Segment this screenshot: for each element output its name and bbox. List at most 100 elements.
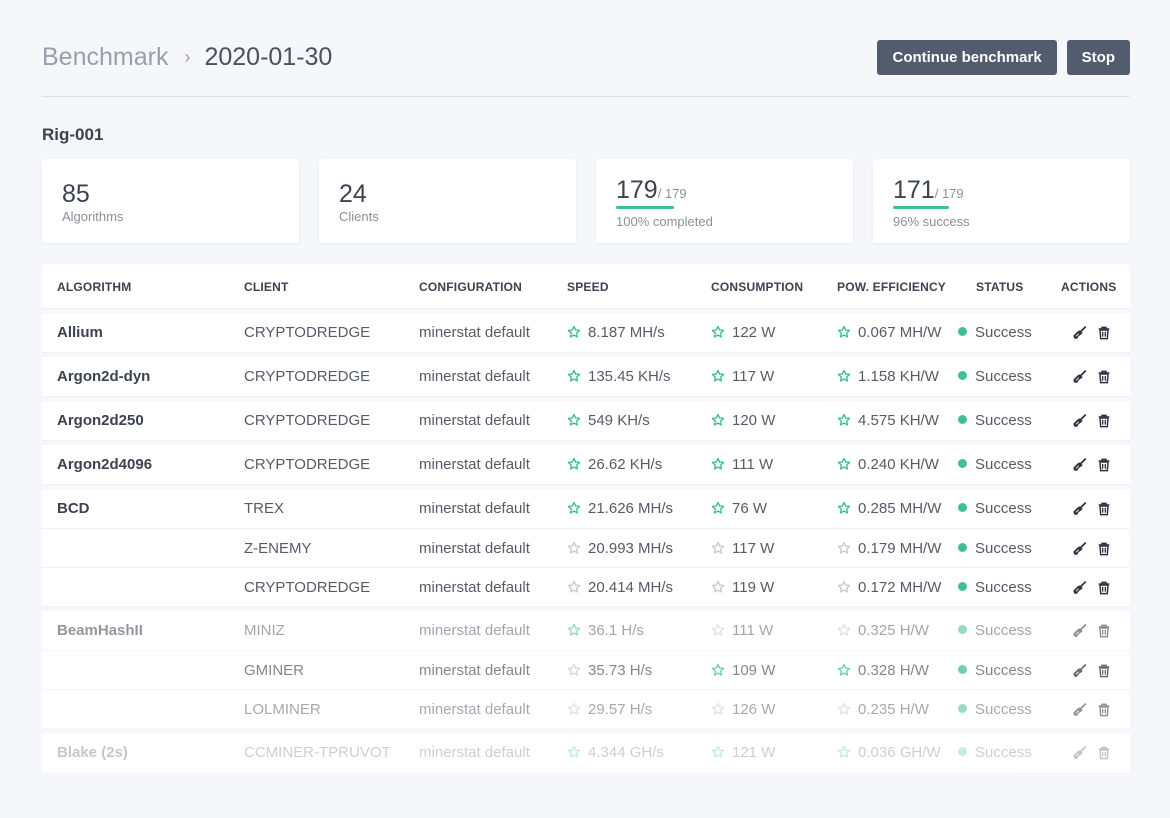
star-icon: [837, 623, 851, 636]
star-icon: [567, 745, 581, 758]
status-dot: [958, 459, 967, 468]
consumption-value: 111 W: [732, 456, 774, 473]
client-name: CCMINER-TPRUVOT: [244, 744, 391, 761]
algorithm-cell: Argon2d-dyn: [57, 368, 150, 385]
trash-icon[interactable]: [1096, 663, 1112, 679]
star-icon: [837, 663, 851, 676]
broom-icon[interactable]: [1072, 702, 1088, 718]
client-name: TREX: [244, 500, 285, 517]
configuration-cell: minerstat default: [419, 368, 530, 385]
trash-icon[interactable]: [1096, 702, 1112, 718]
trash-icon[interactable]: [1096, 413, 1112, 429]
broom-icon[interactable]: [1072, 541, 1088, 557]
client-name: CRYPTODREDGE: [244, 456, 371, 473]
column-header-consumption[interactable]: CONSUMPTION: [711, 280, 804, 294]
client-cell: Z-ENEMY: [244, 540, 312, 557]
broom-icon[interactable]: [1072, 745, 1088, 761]
star-icon: [711, 702, 725, 715]
status-dot: [958, 704, 967, 713]
broom-icon[interactable]: [1072, 501, 1088, 517]
trash-icon[interactable]: [1096, 541, 1112, 557]
column-header-status[interactable]: STATUS: [976, 280, 1024, 294]
status-dot: [958, 625, 967, 634]
status-value: Success: [975, 456, 1032, 473]
consumption-cell: 126 W: [711, 701, 775, 718]
trash-icon[interactable]: [1096, 369, 1112, 385]
trash-icon[interactable]: [1096, 457, 1112, 473]
speed-cell: 21.626 MH/s: [567, 500, 673, 517]
efficiency-value: 0.328 H/W: [858, 662, 929, 679]
stop-button[interactable]: Stop: [1066, 40, 1130, 75]
broom-icon[interactable]: [1072, 369, 1088, 385]
column-header-pow-efficiency[interactable]: POW. EFFICIENCY: [837, 280, 947, 294]
table-row[interactable]: Allium CRYPTODREDGE minerstat default 8.187…: [42, 313, 1130, 353]
efficiency-cell: 0.179 MH/W: [837, 540, 941, 557]
configuration-value: minerstat default: [419, 744, 530, 761]
efficiency-value: 0.172 MH/W: [858, 579, 942, 596]
trash-icon[interactable]: [1096, 623, 1112, 639]
client-name: CRYPTODREDGE: [244, 412, 371, 429]
configuration-value: minerstat default: [419, 622, 530, 639]
status-dot: [958, 665, 967, 674]
efficiency-cell: 0.036 GH/W: [837, 744, 941, 761]
configuration-cell: minerstat default: [419, 412, 530, 429]
configuration-value: minerstat default: [419, 701, 530, 718]
broom-icon[interactable]: [1072, 580, 1088, 596]
table-row[interactable]: Argon2d4096 CRYPTODREDGE minerstat default…: [42, 445, 1130, 485]
configuration-value: minerstat default: [419, 540, 530, 557]
broom-icon[interactable]: [1072, 663, 1088, 679]
column-header-configuration[interactable]: CONFIGURATION: [419, 280, 523, 294]
efficiency-cell: 0.328 H/W: [837, 662, 929, 679]
broom-icon[interactable]: [1072, 623, 1088, 639]
efficiency-value: 0.285 MH/W: [858, 500, 942, 517]
status-cell: Success: [958, 500, 1032, 517]
algorithm-name: BCD: [57, 500, 90, 517]
status-cell: Success: [958, 324, 1032, 341]
star-icon: [837, 745, 851, 758]
table-row[interactable]: Argon2d250 CRYPTODREDGE minerstat default 5…: [42, 401, 1130, 441]
table-row[interactable]: Z-ENEMY minerstat default 20.993 MH/s 117 W…: [42, 529, 1130, 568]
efficiency-value: 0.036 GH/W: [858, 744, 941, 761]
trash-icon[interactable]: [1096, 745, 1112, 761]
column-header-actions[interactable]: ACTIONS: [1061, 280, 1117, 294]
speed-cell: 549 KH/s: [567, 412, 650, 429]
actions-cell: [1072, 413, 1112, 431]
efficiency-value: 1.158 KH/W: [858, 368, 939, 385]
stat-completed-label: 100% completed: [616, 214, 713, 229]
status-cell: Success: [958, 456, 1032, 473]
table-row[interactable]: Blake (2s) CCMINER-TPRUVOT minerstat defau…: [42, 733, 1130, 773]
status-cell: Success: [958, 701, 1032, 718]
configuration-cell: minerstat default: [419, 662, 530, 679]
broom-icon[interactable]: [1072, 413, 1088, 429]
table-row[interactable]: Argon2d-dyn CRYPTODREDGE minerstat default…: [42, 357, 1130, 397]
configuration-cell: minerstat default: [419, 622, 530, 639]
column-header-client[interactable]: CLIENT: [244, 280, 289, 294]
star-icon: [567, 541, 581, 554]
column-header-algorithm[interactable]: ALGORITHM: [57, 280, 132, 294]
efficiency-value: 0.235 H/W: [858, 701, 929, 718]
breadcrumb-root[interactable]: Benchmark: [42, 43, 169, 71]
speed-value: 8.187 MH/s: [588, 324, 665, 341]
speed-value: 35.73 H/s: [588, 662, 653, 679]
configuration-value: minerstat default: [419, 368, 530, 385]
table-row[interactable]: GMINER minerstat default 35.73 H/s 109 W 0.3…: [42, 651, 1130, 690]
trash-icon[interactable]: [1096, 501, 1112, 517]
status-dot: [958, 415, 967, 424]
broom-icon[interactable]: [1072, 325, 1088, 341]
column-header-speed[interactable]: SPEED: [567, 280, 609, 294]
trash-icon[interactable]: [1096, 580, 1112, 596]
star-icon: [711, 623, 725, 636]
breadcrumb-separator: ›: [184, 47, 191, 67]
star-icon: [567, 369, 581, 382]
table-row[interactable]: BCD TREX minerstat default 21.626 MH/s 76 W 0…: [42, 489, 1130, 529]
table-row[interactable]: LOLMINER minerstat default 29.57 H/s 126 W 0…: [42, 690, 1130, 729]
table-row[interactable]: CRYPTODREDGE minerstat default 20.414 MH/s…: [42, 568, 1130, 607]
trash-icon[interactable]: [1096, 325, 1112, 341]
broom-icon[interactable]: [1072, 457, 1088, 473]
client-name: CRYPTODREDGE: [244, 579, 371, 596]
continue-benchmark-button[interactable]: Continue benchmark: [877, 40, 1057, 75]
actions-cell: [1072, 702, 1112, 720]
table-row[interactable]: BeamHashII MINIZ minerstat default 36.1 H/s…: [42, 611, 1130, 651]
star-icon: [711, 541, 725, 554]
algorithm-group: Allium CRYPTODREDGE minerstat default 8.187…: [42, 313, 1130, 353]
